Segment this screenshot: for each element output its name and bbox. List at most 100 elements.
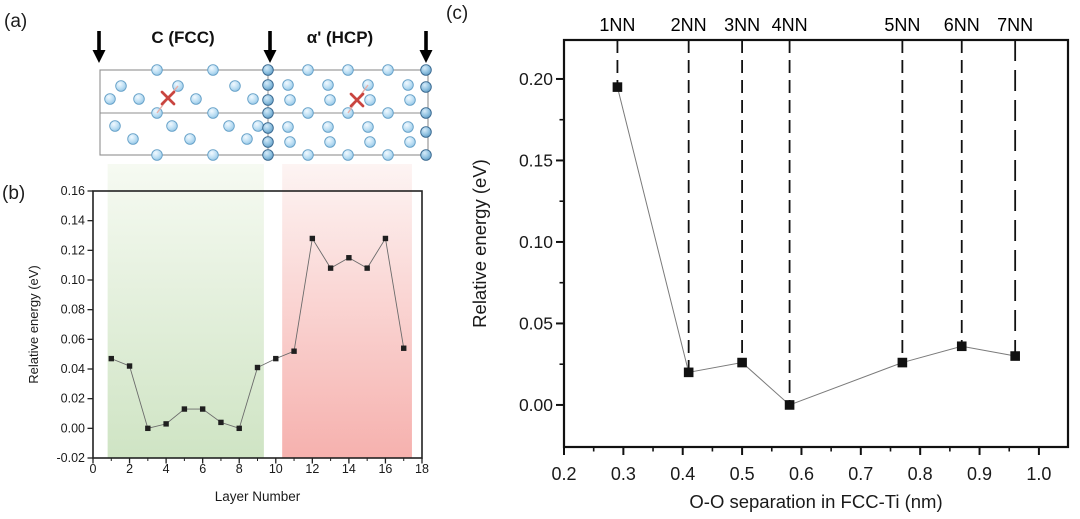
x-tick-label: 2 [126,462,133,476]
hcp-region-label: α' (HCP) [306,28,374,47]
ti-boundary-atom-icon [420,81,432,93]
ti-boundary-atom-icon [262,79,274,91]
y-tick-label: 0.05 [519,313,553,333]
x-tick-label: 8 [236,462,243,476]
y-axis-title: Relative energy (eV) [26,265,41,384]
ti-atom-icon [322,79,334,91]
ti-atom-icon [382,64,394,76]
data-point [683,367,694,378]
x-tick-label: 1.0 [1026,464,1051,484]
data-point [327,265,334,271]
ti-atom-icon [109,120,121,132]
ti-atom-icon [207,64,219,76]
panel-c-label: (c) [446,3,469,24]
ti-atom-icon [184,133,196,145]
x-tick-label: 0 [90,462,97,476]
data-point [346,255,352,261]
x-tick-label: 0.9 [967,464,992,484]
ti-boundary-atom-icon [420,64,432,76]
x-tick-label: 0.5 [730,464,755,484]
y-tick-label: 0.10 [519,232,553,252]
ti-atom-icon [151,149,163,161]
nn-label: 1NN [599,15,635,35]
ti-atom-icon [282,121,294,133]
ti-boundary-atom-icon [262,107,274,119]
x-tick-label: 0.3 [611,464,636,484]
nn-label: 5NN [884,15,920,35]
ti-atom-icon [115,80,127,92]
ti-atom-icon [127,133,139,145]
panel-a-label: (a) [4,11,28,32]
data-point [612,82,623,92]
data-point [897,357,908,368]
y-tick-label: 0.04 [61,362,85,376]
data-point [309,235,316,242]
ti-atom-icon [166,120,178,132]
x-tick-label: 12 [305,462,319,476]
data-point [737,357,747,368]
x-axis-title: Layer Number [215,489,301,504]
ti-boundary-atom-icon [262,64,274,76]
data-point [199,406,206,412]
ti-atom-icon [342,64,354,76]
x-tick-label: 0.2 [551,464,576,484]
panel-c-chart: 0.2 0.3 0.4 0.5 0.6 0.7 0.8 0.9 1.0 0.00 0.05 0.10 0… [469,15,1070,512]
data-point [145,425,151,432]
x-tick-label: 0.6 [789,464,814,484]
ti-boundary-atom-icon [262,122,274,134]
ti-atom-icon [382,107,394,119]
ti-atom-icon [223,120,235,132]
ti-atom-icon [247,93,259,105]
ti-boundary-atom-icon [420,149,432,161]
data-point [382,235,389,242]
data-point [401,345,407,351]
nn-label: 4NN [772,15,808,35]
ti-atom-icon [322,121,334,133]
data-point [163,421,169,427]
oxygen-defect-icon [156,85,179,114]
ti-atom-icon [190,93,202,105]
ti-atom-icon [404,94,416,106]
ti-atom-icon [302,149,314,161]
y-tick-label: 0.14 [61,214,85,228]
ti-atom-icon [133,93,145,105]
ti-atom-icon [252,120,264,132]
ti-atom-icon [282,79,294,91]
data-point [254,364,261,371]
ti-atom-icon [207,149,219,161]
data-point [218,419,224,426]
x-tick-label: 0.4 [670,464,695,484]
y-tick-label: 0.00 [61,421,85,435]
nn-label: 3NN [724,15,760,35]
nn-label: 7NN [997,15,1033,35]
data-line [616,86,1016,406]
y-tick-label: 0.10 [61,273,85,287]
ti-atom-icon [284,94,296,106]
data-point [181,406,188,412]
y-tick-label: 0.20 [519,69,553,89]
fcc-region-band [107,164,264,458]
y-tick-label: 0.16 [61,184,85,198]
down-arrow-icon [92,31,106,63]
y-axis-title: Relative energy (eV) [469,159,490,328]
ti-atom-icon [302,64,314,76]
x-tick-label: 16 [378,462,392,476]
ti-boundary-atom-icon [420,126,432,138]
data-point [291,348,297,354]
panel-a-schematic [92,31,433,161]
down-arrow-icon [263,31,277,63]
ti-atom-icon [207,107,219,119]
ti-atom-icon [302,107,314,119]
y-tick-label: 0.15 [519,150,553,170]
nn-label: 2NN [671,15,707,35]
hcp-region-band [282,164,412,458]
y-tick-label: 0.08 [61,303,85,317]
ti-atom-icon [324,136,336,148]
data-point [126,363,133,369]
down-arrow-icon [419,31,433,63]
ti-atom-icon [284,136,296,148]
x-tick-label: 0.7 [848,464,873,484]
data-point [956,341,967,352]
ti-atom-icon [151,64,163,76]
